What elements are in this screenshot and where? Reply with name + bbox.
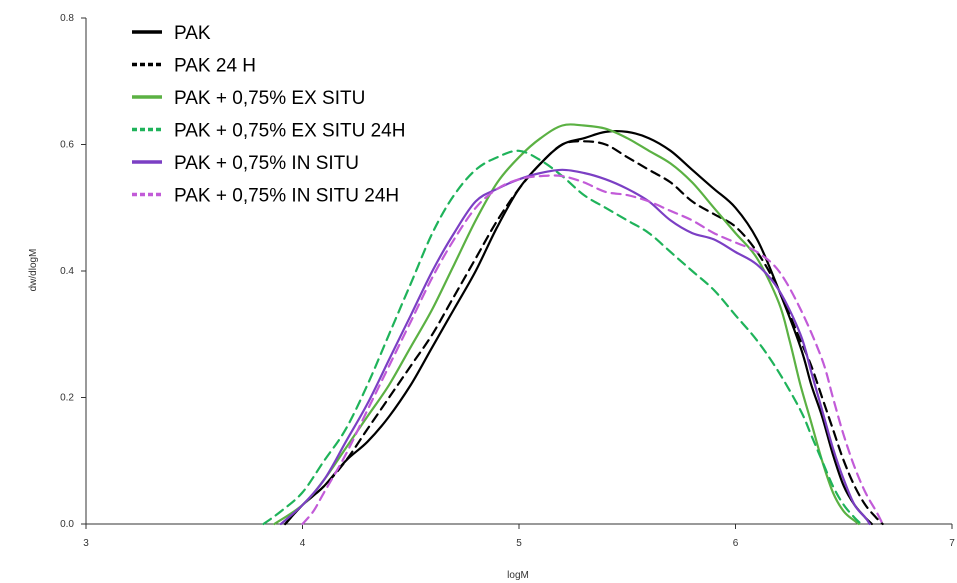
legend-label: PAK + 0,75% EX SITU 24H — [174, 121, 405, 142]
series-line-4 — [262, 149, 863, 526]
y-tick-label: 0.0 — [60, 519, 74, 530]
x-tick-label: 6 — [733, 538, 739, 549]
y-tick-label: 0.8 — [60, 13, 74, 24]
x-axis-title: logM — [507, 570, 529, 581]
series-line-6 — [301, 174, 884, 526]
x-tick-label: 4 — [300, 538, 306, 549]
legend: PAK PAK 24 H PAK + 0,75% EX SITU PAK + 0,75… — [132, 23, 405, 207]
y-tick-label: 0.2 — [60, 393, 74, 404]
x-tick-label: 3 — [83, 538, 89, 549]
legend-label: PAK — [174, 23, 211, 44]
series-line-2 — [284, 140, 884, 526]
x-axis-ticks: 3 4 5 6 7 — [83, 524, 955, 549]
axes: 3 4 5 6 7 0.0 0.2 0.4 0.6 0.8 — [60, 13, 955, 549]
legend-label: PAK + 0,75% IN SITU — [174, 153, 359, 174]
y-axis-title: dw/dlogM — [28, 249, 39, 292]
legend-label: PAK + 0,75% IN SITU 24H — [174, 186, 399, 207]
legend-label: PAK 24 H — [174, 56, 256, 77]
x-tick-label: 5 — [516, 538, 522, 549]
series-line-5 — [279, 168, 871, 526]
series-layer — [262, 123, 884, 526]
y-axis-ticks: 0.0 0.2 0.4 0.6 0.8 — [60, 13, 86, 530]
y-tick-label: 0.4 — [60, 266, 74, 277]
x-tick-label: 7 — [949, 538, 955, 549]
series-line-3 — [273, 123, 860, 526]
y-tick-label: 0.6 — [60, 140, 74, 151]
legend-label: PAK + 0,75% EX SITU — [174, 88, 365, 109]
series-line-1 — [284, 129, 873, 526]
